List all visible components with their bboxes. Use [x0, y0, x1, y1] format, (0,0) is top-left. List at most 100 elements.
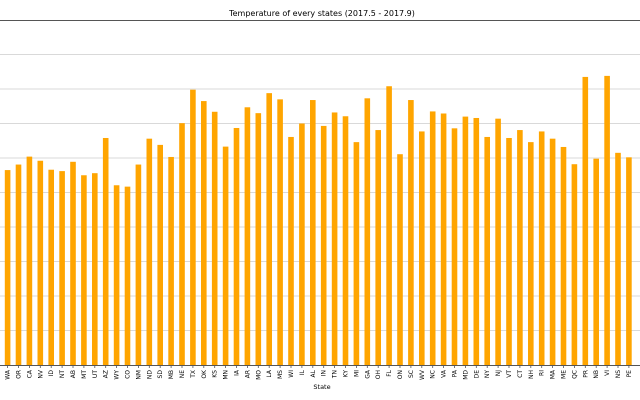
x-tick-label: NS	[615, 370, 622, 378]
bar-nm	[135, 164, 142, 365]
x-tick-label: NT	[59, 370, 66, 378]
bar-ga	[364, 98, 371, 365]
x-tick-label: IN	[321, 370, 328, 376]
bar-al	[310, 100, 316, 365]
bar-pe	[626, 157, 632, 365]
x-tick-label: WI	[288, 370, 295, 378]
x-tick-labels: WA OR CA NV ID NT AB MT UT AZ WY CO NM ND SD MB NE TX OK KS…	[5, 365, 633, 380]
bar-va	[440, 113, 447, 366]
bar-oh	[375, 130, 381, 365]
x-tick-label: AL	[310, 369, 317, 377]
x-tick-label: SD	[157, 370, 164, 379]
bar-mi	[353, 142, 360, 365]
bar-ns	[615, 152, 621, 365]
bar-tx	[190, 89, 196, 365]
x-tick-label: FL	[386, 369, 393, 376]
x-tick-label: MT	[81, 370, 88, 379]
bar-ct	[517, 130, 523, 365]
x-tick-label: IA	[234, 369, 241, 376]
bar-md	[462, 116, 469, 365]
x-tick-label: NM	[135, 370, 142, 380]
bar-ky	[342, 116, 349, 365]
bar-mo	[255, 113, 262, 366]
x-axis-label: State	[313, 383, 330, 391]
x-tick-label: VI	[604, 370, 611, 376]
bar-mt	[81, 175, 87, 365]
x-tick-label: IL	[299, 369, 306, 375]
bar-mb	[168, 156, 174, 365]
x-tick-label: ND	[146, 370, 153, 379]
x-tick-label: VA	[441, 369, 448, 378]
x-tick-label: GA	[364, 369, 371, 379]
bar-de	[473, 117, 480, 365]
x-tick-label: MD	[462, 370, 469, 380]
x-tick-label: KS	[212, 370, 219, 378]
bar-az	[102, 137, 109, 365]
bar-ma	[549, 138, 556, 365]
bar-tn	[331, 112, 338, 366]
bar-qc	[571, 164, 578, 365]
bar-ia	[233, 127, 240, 365]
x-tick-label: MO	[255, 370, 262, 380]
bar-or	[15, 164, 22, 365]
x-tick-label: NV	[37, 369, 44, 378]
x-tick-label: VT	[506, 370, 513, 378]
x-tick-label: OK	[201, 369, 208, 379]
bar-nt	[59, 171, 65, 365]
x-tick-label: MN	[223, 370, 230, 380]
bar-vt	[506, 137, 512, 365]
x-tick-label: NC	[430, 370, 437, 379]
x-tick-label: ME	[561, 370, 568, 379]
bar-me	[560, 146, 567, 365]
x-tick-label: RI	[539, 370, 546, 376]
bar-il	[299, 123, 305, 365]
bar-ut	[92, 173, 98, 365]
bar-wy	[113, 185, 120, 365]
x-tick-label: PA	[452, 369, 459, 377]
bar-nv	[37, 160, 44, 365]
bar-in	[320, 125, 327, 365]
x-tick-label: ON	[397, 370, 404, 379]
x-tick-label: CO	[125, 370, 132, 379]
x-tick-label: MI	[353, 370, 360, 377]
bar-mn	[222, 146, 229, 365]
bar-ok	[201, 101, 207, 365]
x-tick-label: UT	[92, 370, 99, 378]
x-tick-label: MS	[277, 370, 284, 379]
chart-title: Temperature of every states (2017.5 - 20…	[228, 9, 415, 18]
bar-vi	[604, 75, 610, 365]
bar-wi	[288, 136, 294, 365]
bar-ab	[70, 161, 76, 365]
bar-sd	[157, 144, 163, 365]
bar-co	[124, 186, 131, 365]
x-tick-label: MA	[550, 369, 557, 379]
x-tick-label: NJ	[495, 370, 502, 376]
x-tick-label: MB	[168, 370, 175, 379]
x-tick-label: PR	[582, 370, 589, 378]
bar-ny	[484, 136, 490, 365]
bar-sc	[408, 100, 414, 365]
x-tick-label: KY	[343, 370, 350, 378]
x-tick-label: CA	[26, 369, 33, 378]
bar-ms	[277, 99, 283, 365]
bar-pr	[582, 76, 589, 366]
x-tick-label: LA	[266, 369, 273, 377]
x-tick-label: AZ	[103, 370, 110, 378]
bar-nb	[593, 158, 599, 365]
bar-la	[266, 93, 272, 365]
bar-ks	[211, 111, 218, 366]
x-tick-label: TN	[332, 370, 339, 379]
bar-nc	[429, 111, 436, 365]
x-tick-label: CT	[517, 370, 524, 378]
x-tick-label: DE	[473, 370, 480, 379]
bar-ne	[179, 123, 185, 365]
x-tick-label: OH	[375, 370, 382, 379]
bar-nj	[495, 118, 501, 365]
x-tick-label: OR	[16, 370, 23, 379]
x-tick-label: NE	[179, 370, 186, 378]
x-tick-label: SC	[408, 370, 415, 378]
bar-wa	[4, 170, 11, 365]
bar-ar	[244, 107, 251, 365]
x-tick-label: NB	[593, 370, 600, 379]
